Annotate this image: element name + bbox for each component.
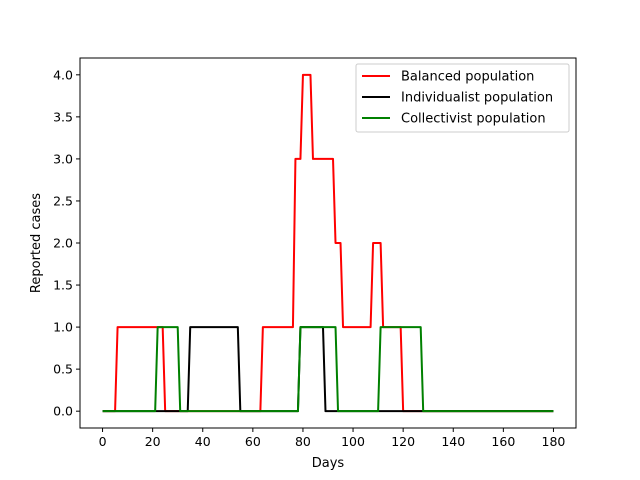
x-tick-label: 60	[245, 434, 261, 449]
y-tick-label: 3.5	[53, 109, 73, 124]
y-tick-label: 3.0	[53, 151, 73, 166]
y-axis: 0.0 0.5 1.0 1.5 2.0 2.5 3.0 3.5 4.0	[53, 67, 80, 419]
legend-box	[355, 63, 570, 133]
y-tick-label: 0.5	[53, 362, 73, 377]
x-axis: 0 20 40 60 80 100 120 140 160 180	[99, 428, 566, 449]
y-tick-label: 1.5	[53, 278, 73, 293]
x-tick-label: 120	[391, 434, 415, 449]
x-tick-label: 0	[99, 434, 107, 449]
x-axis-label: Days	[312, 456, 345, 471]
series-line-2	[102, 326, 554, 413]
series-line-1	[102, 326, 554, 413]
series-line-0	[102, 73, 554, 413]
y-tick-label: 4.0	[53, 67, 73, 82]
legend: Balanced population Individualist populat…	[355, 63, 570, 133]
x-tick-label: 20	[145, 434, 161, 449]
x-tick-label: 140	[441, 434, 465, 449]
x-tick-label: 180	[542, 434, 566, 449]
y-axis-label: Reported cases	[29, 193, 44, 293]
y-tick-label: 2.0	[53, 236, 73, 251]
series-layer	[102, 73, 554, 413]
x-tick-label: 160	[491, 434, 515, 449]
y-tick-label: 0.0	[53, 404, 73, 419]
x-tick-label: 80	[295, 434, 311, 449]
y-tick-label: 1.0	[53, 320, 73, 335]
legend-label-1: Individualist population	[401, 91, 553, 106]
x-tick-label: 100	[341, 434, 365, 449]
y-tick-label: 2.5	[53, 193, 73, 208]
x-tick-label: 40	[195, 434, 211, 449]
legend-label-2: Collectivist population	[401, 112, 546, 127]
legend-label-0: Balanced population	[401, 70, 534, 85]
